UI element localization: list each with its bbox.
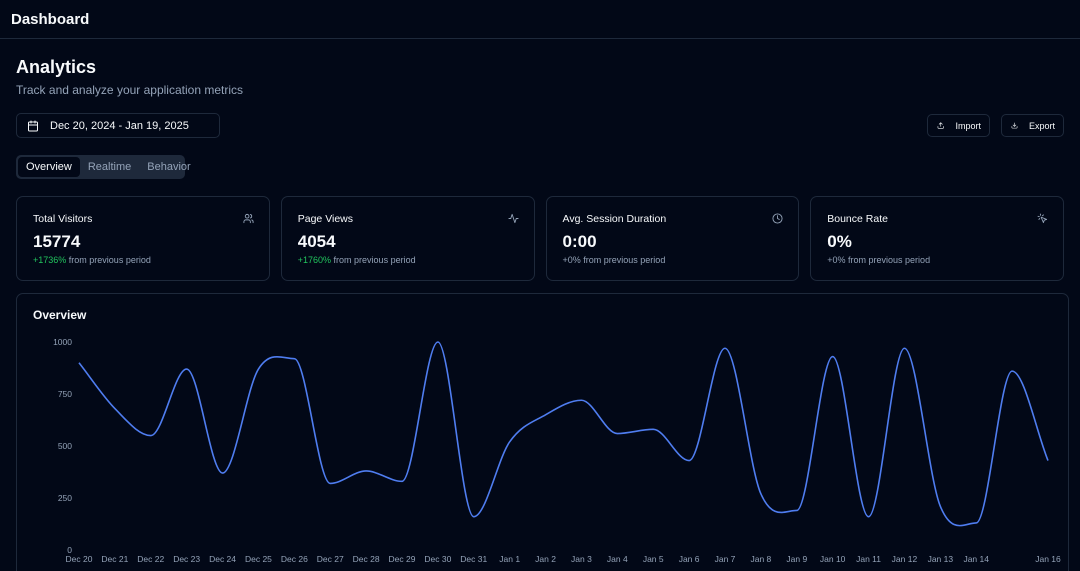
y-tick-label: 0 xyxy=(67,545,72,555)
x-tick-label: Jan 7 xyxy=(715,554,736,564)
tab-overview[interactable]: Overview xyxy=(18,157,80,177)
card-value: 4054 xyxy=(297,232,336,251)
change-percent: +0% xyxy=(827,255,846,265)
card-change: +0% from previous period xyxy=(827,255,1047,265)
stat-card-total-visitors: Total Visitors 15774 +1736% from previou… xyxy=(16,196,270,281)
upload-icon xyxy=(937,122,944,129)
x-tick-label: Dec 24 xyxy=(209,554,236,564)
card-title: Total Visitors xyxy=(33,213,93,225)
x-tick-label: Jan 16 xyxy=(1035,554,1061,564)
top-bar: Dashboard xyxy=(0,0,1080,39)
stat-card-avg-session-duration: Avg. Session Duration 0:00 +0% from prev… xyxy=(545,196,800,281)
card-value: 0:00 xyxy=(562,232,597,251)
users-icon xyxy=(243,213,254,224)
stat-cards: Total Visitors 15774 +1736% from previou… xyxy=(16,196,1064,281)
change-suffix: from previous period xyxy=(333,255,416,265)
x-tick-label: Jan 2 xyxy=(535,554,556,564)
x-tick-label: Jan 12 xyxy=(892,554,918,564)
x-tick-label: Dec 22 xyxy=(137,554,164,564)
pointer-click-icon xyxy=(1037,213,1048,224)
x-tick-label: Dec 30 xyxy=(424,554,451,564)
import-button[interactable]: Import xyxy=(927,114,990,137)
export-label: Export xyxy=(1028,120,1055,131)
x-tick-label: Jan 9 xyxy=(786,554,807,564)
x-tick-label: Jan 4 xyxy=(607,554,628,564)
x-tick-label: Jan 6 xyxy=(679,554,700,564)
activity-icon xyxy=(507,213,519,224)
tab-behavior[interactable]: Behavior xyxy=(147,161,191,173)
x-tick-label: Jan 14 xyxy=(963,554,989,564)
calendar-icon xyxy=(28,120,38,131)
card-title: Bounce Rate xyxy=(827,213,888,225)
change-suffix: from previous period xyxy=(68,255,151,265)
y-tick-label: 750 xyxy=(58,389,72,399)
x-tick-label: Jan 13 xyxy=(928,554,954,564)
card-change: +1760% from previous period xyxy=(298,255,518,265)
card-value: 15774 xyxy=(33,232,81,251)
overview-line-chart: 0 250 500 750 1000 Dec 20 Dec 21 Dec 22 Dec 23 De… xyxy=(53,337,1061,564)
date-range-label: Dec 20, 2024 - Jan 19, 2025 xyxy=(50,119,189,132)
card-title: Page Views xyxy=(297,213,354,225)
app-title: Dashboard xyxy=(11,10,90,28)
card-change: +1736% from previous period xyxy=(33,255,253,265)
x-tick-label: Dec 21 xyxy=(101,554,128,564)
page-title: Analytics xyxy=(16,57,97,77)
change-suffix: from previous period xyxy=(583,255,666,265)
x-tick-label: Jan 11 xyxy=(856,554,881,564)
import-label: Import xyxy=(955,120,981,131)
x-tick-label: Jan 5 xyxy=(643,554,664,564)
x-tick-label: Dec 27 xyxy=(317,554,344,564)
x-tick-label: Jan 3 xyxy=(571,554,592,564)
card-change: +0% from previous period xyxy=(563,255,783,265)
x-tick-label: Dec 29 xyxy=(389,554,416,564)
stat-card-bounce-rate: Bounce Rate 0% +0% from previous period xyxy=(810,196,1064,281)
x-tick-label: Jan 1 xyxy=(499,554,520,564)
export-button[interactable]: Export xyxy=(1001,114,1064,137)
y-tick-label: 500 xyxy=(58,441,72,451)
x-tick-label: Jan 10 xyxy=(820,554,846,564)
x-tick-label: Dec 20 xyxy=(66,554,93,564)
stat-card-page-views: Page Views 4054 +1760% from previous per… xyxy=(280,196,535,281)
x-tick-label: Dec 23 xyxy=(173,554,200,564)
clock-icon xyxy=(772,213,783,224)
x-tick-label: Dec 31 xyxy=(460,554,487,564)
toolbar: Dec 20, 2024 - Jan 19, 2025 Import Expor… xyxy=(16,113,1064,139)
page-subtitle: Track and analyze your application metri… xyxy=(16,83,243,97)
y-tick-label: 1000 xyxy=(53,337,72,347)
x-tick-label: Dec 28 xyxy=(353,554,380,564)
x-tick-label: Jan 8 xyxy=(750,554,771,564)
y-tick-label: 250 xyxy=(58,493,72,503)
x-tick-label: Dec 26 xyxy=(281,554,308,564)
card-value: 0% xyxy=(827,232,852,251)
change-percent: +1736% xyxy=(33,255,67,265)
card-title: Avg. Session Duration xyxy=(562,213,667,225)
change-suffix: from previous period xyxy=(848,255,931,265)
download-icon xyxy=(1011,122,1018,129)
date-range-picker[interactable]: Dec 20, 2024 - Jan 19, 2025 xyxy=(16,113,220,138)
main-content: Analytics Track and analyze your applica… xyxy=(0,39,1080,571)
tab-list: Overview Realtime Behavior xyxy=(16,155,191,179)
overview-chart-card: Overview 0 250 500 750 1000 Dec 20 Dec 21 Dec 2… xyxy=(16,293,1069,571)
change-percent: +1760% xyxy=(297,255,332,265)
chart-title: Overview xyxy=(33,308,87,322)
change-percent: +0% xyxy=(562,255,581,265)
series-line xyxy=(78,341,1049,527)
x-tick-label: Dec 25 xyxy=(245,554,272,564)
tab-realtime[interactable]: Realtime xyxy=(87,161,132,173)
